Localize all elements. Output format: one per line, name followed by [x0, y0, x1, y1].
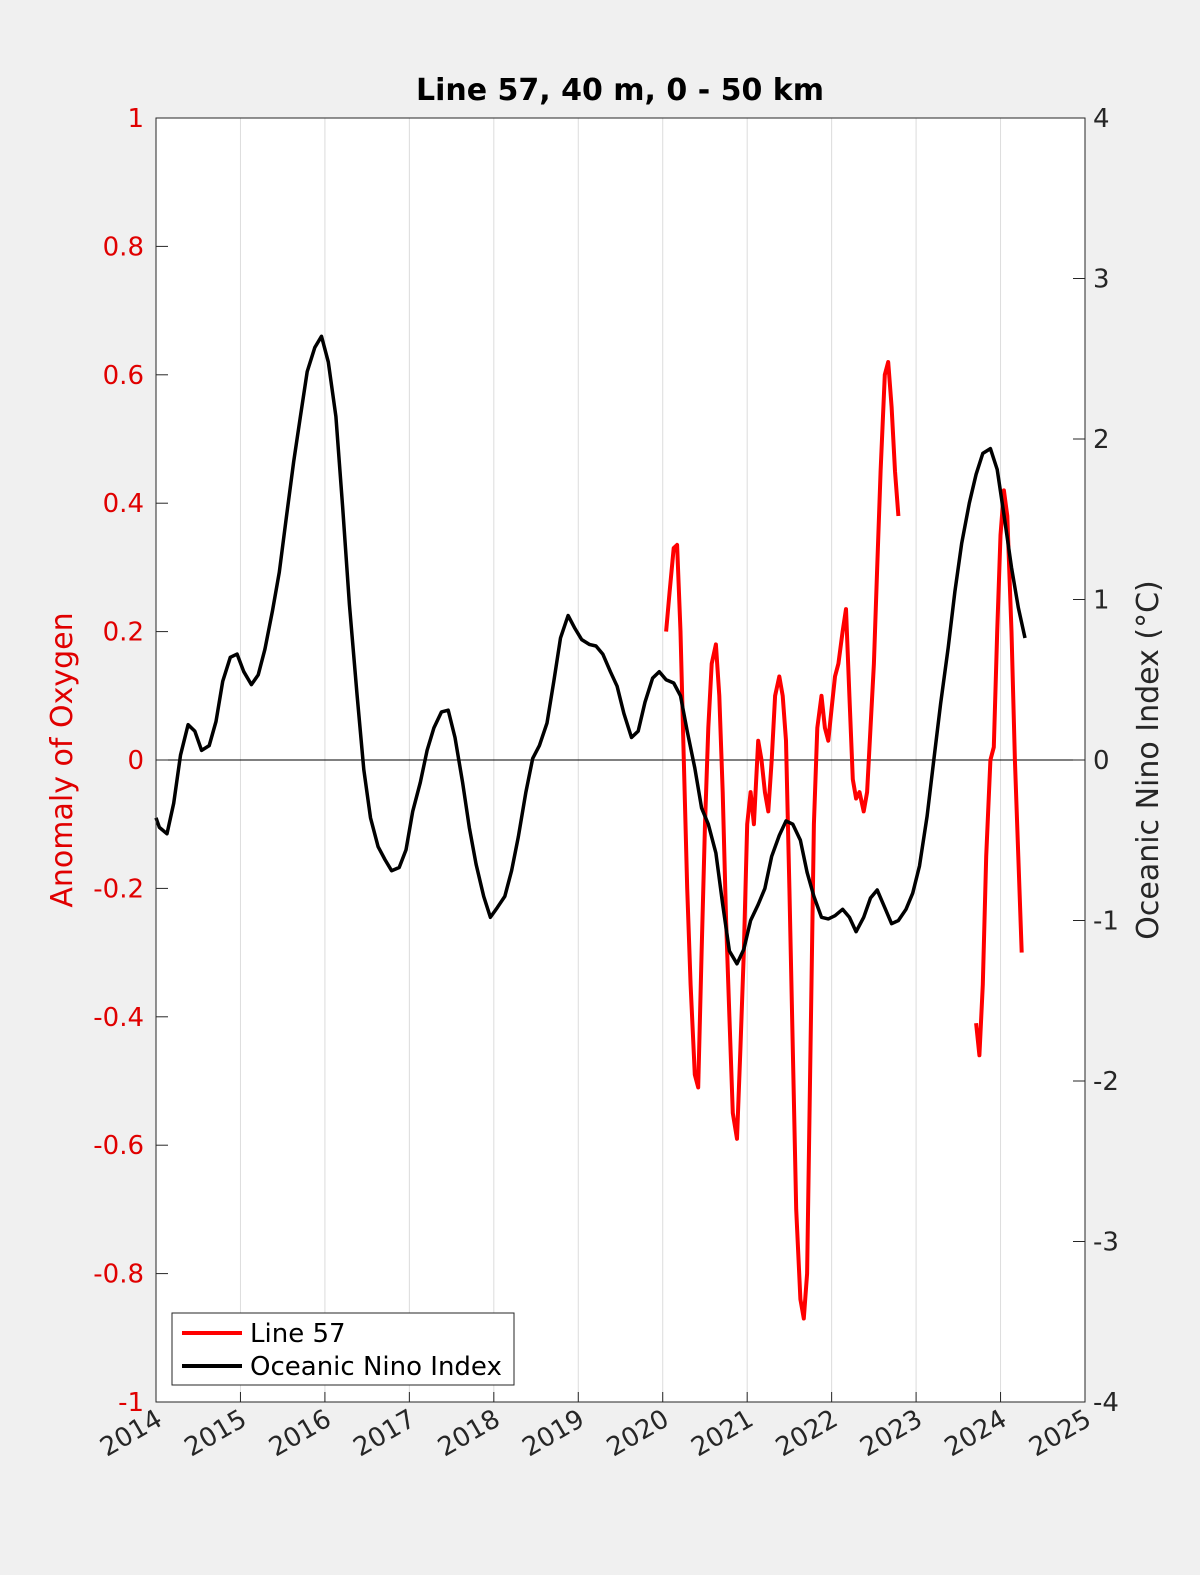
right-y-tick-label: 1 — [1093, 586, 1110, 616]
right-y-tick-label: 4 — [1093, 104, 1110, 134]
series-layer — [154, 334, 1027, 1321]
legend: Line 57 Oceanic Nino Index — [171, 1312, 515, 1386]
right-y-tick-label: -3 — [1093, 1228, 1119, 1258]
left-y-tick-label: 0.2 — [103, 618, 144, 648]
right-y-tick-label: 3 — [1093, 265, 1110, 295]
right-y-tick-label: -1 — [1093, 907, 1119, 937]
left-y-tick-label: -0.2 — [93, 874, 144, 904]
left-y-tick-label: 1 — [127, 104, 144, 134]
left-y-tick-label: -0.8 — [93, 1260, 144, 1290]
left-y-tick-label: -1 — [118, 1388, 144, 1418]
left-y-axis-title: Anomaly of Oxygen — [45, 612, 80, 907]
right-y-tick-label: 2 — [1093, 425, 1110, 455]
left-y-tick-label: -0.6 — [93, 1131, 144, 1161]
line57-series-segment-1 — [974, 488, 1024, 1058]
line57-series-segment-0 — [664, 360, 901, 1321]
legend-box — [171, 1312, 515, 1386]
left-y-tick-label: 0.4 — [103, 489, 144, 519]
legend-label-oni: Oceanic Nino Index — [250, 1352, 502, 1382]
left-y-tick-label: 0 — [127, 746, 144, 776]
left-y-tick-label: 0.6 — [103, 361, 144, 391]
oni-series-line — [154, 334, 1027, 966]
left-y-axis: -1 -0.8 -0.6 -0.4 -0.2 0 0.2 0.4 0.6 0.8 1 — [93, 104, 168, 1418]
right-y-tick-label: -4 — [1093, 1388, 1119, 1418]
right-y-tick-label: -2 — [1093, 1067, 1119, 1097]
right-y-axis-title: Oceanic Nino Index (°C) — [1131, 580, 1166, 940]
left-y-tick-label: 0.8 — [103, 232, 144, 262]
right-y-axis: -4 -3 -2 -1 0 1 2 3 4 — [1073, 104, 1119, 1418]
chart-title: Line 57, 40 m, 0 - 50 km — [416, 73, 824, 108]
legend-label-line57: Line 57 — [250, 1319, 346, 1349]
right-y-tick-label: 0 — [1093, 746, 1110, 776]
left-y-tick-label: -0.4 — [93, 1003, 144, 1033]
